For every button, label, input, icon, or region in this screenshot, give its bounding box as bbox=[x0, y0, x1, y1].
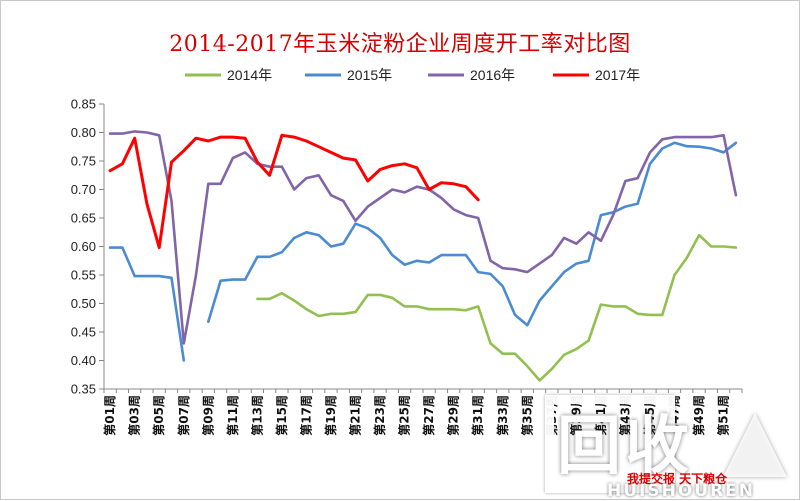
x-tick-label: 第37周 bbox=[544, 395, 559, 436]
legend-label: 2016年 bbox=[470, 67, 515, 83]
x-tick-label: 第29周 bbox=[446, 395, 461, 436]
legend: 2014年 2015年 2016年 2017年 bbox=[185, 67, 640, 83]
x-tick-label: 第43周 bbox=[617, 395, 632, 436]
y-tick-label: 0.45 bbox=[71, 325, 96, 340]
x-tick-label: 第07周 bbox=[176, 395, 191, 436]
x-tick-label: 第23周 bbox=[372, 395, 387, 436]
legend-label: 2015年 bbox=[347, 67, 392, 83]
x-tick-label: 第13周 bbox=[249, 395, 264, 436]
x-tick-label: 第21周 bbox=[348, 395, 363, 436]
y-tick-label: 0.75 bbox=[71, 154, 96, 169]
legend-label: 2017年 bbox=[595, 67, 640, 83]
series-line-2015年 bbox=[108, 141, 738, 362]
y-tick-label: 0.85 bbox=[71, 97, 96, 112]
x-tick-label: 第45周 bbox=[642, 395, 657, 436]
x-tick-label: 第33周 bbox=[495, 395, 510, 436]
x-tick-label: 第17周 bbox=[298, 395, 313, 436]
plot-lines bbox=[108, 130, 738, 382]
x-tick-label: 第27周 bbox=[421, 395, 436, 436]
x-tick-label: 第05周 bbox=[151, 395, 166, 436]
y-tick-label: 0.50 bbox=[71, 296, 96, 311]
y-tick-label: 0.40 bbox=[71, 353, 96, 368]
chart-title: 2014-2017年玉米淀粉企业周度开工率对比图 bbox=[169, 32, 631, 57]
x-tick-label: 第15周 bbox=[274, 395, 289, 436]
x-tick-label: 第41周 bbox=[593, 395, 608, 436]
x-tick-label: 第01周 bbox=[102, 395, 117, 436]
y-axis: 0.35 0.40 0.45 0.50 0.55 0.60 0.65 0.70 0.75 0.80… bbox=[71, 97, 105, 397]
legend-label: 2014年 bbox=[227, 67, 272, 83]
y-tick-label: 0.35 bbox=[71, 382, 96, 397]
x-tick-label: 第03周 bbox=[127, 395, 142, 436]
x-tick-label: 第09周 bbox=[200, 395, 215, 436]
x-tick-label: 第39周 bbox=[568, 395, 583, 436]
x-tick-label: 第11周 bbox=[225, 395, 240, 436]
x-tick-label: 第51周 bbox=[716, 395, 731, 436]
x-tick-label: 第47周 bbox=[667, 395, 682, 436]
series-line-2017年 bbox=[108, 133, 480, 250]
x-tick-label: 第31周 bbox=[470, 395, 485, 436]
x-axis: 第01周 第03周 第05周 第07周 第09周 第11周 第13周 第15周 第17周 第19周… bbox=[102, 388, 743, 436]
y-tick-label: 0.60 bbox=[71, 239, 96, 254]
y-tick-label: 0.70 bbox=[71, 182, 96, 197]
y-tick-label: 0.65 bbox=[71, 211, 96, 226]
series-line-2014年 bbox=[256, 233, 738, 382]
x-tick-label: 第19周 bbox=[323, 395, 338, 436]
x-tick-label: 第35周 bbox=[519, 395, 534, 436]
y-tick-label: 0.80 bbox=[71, 125, 96, 140]
x-tick-label: 第25周 bbox=[397, 395, 412, 436]
y-tick-label: 0.55 bbox=[71, 268, 96, 283]
x-tick-label: 第49周 bbox=[691, 395, 706, 436]
series-line-2016年 bbox=[108, 130, 738, 345]
